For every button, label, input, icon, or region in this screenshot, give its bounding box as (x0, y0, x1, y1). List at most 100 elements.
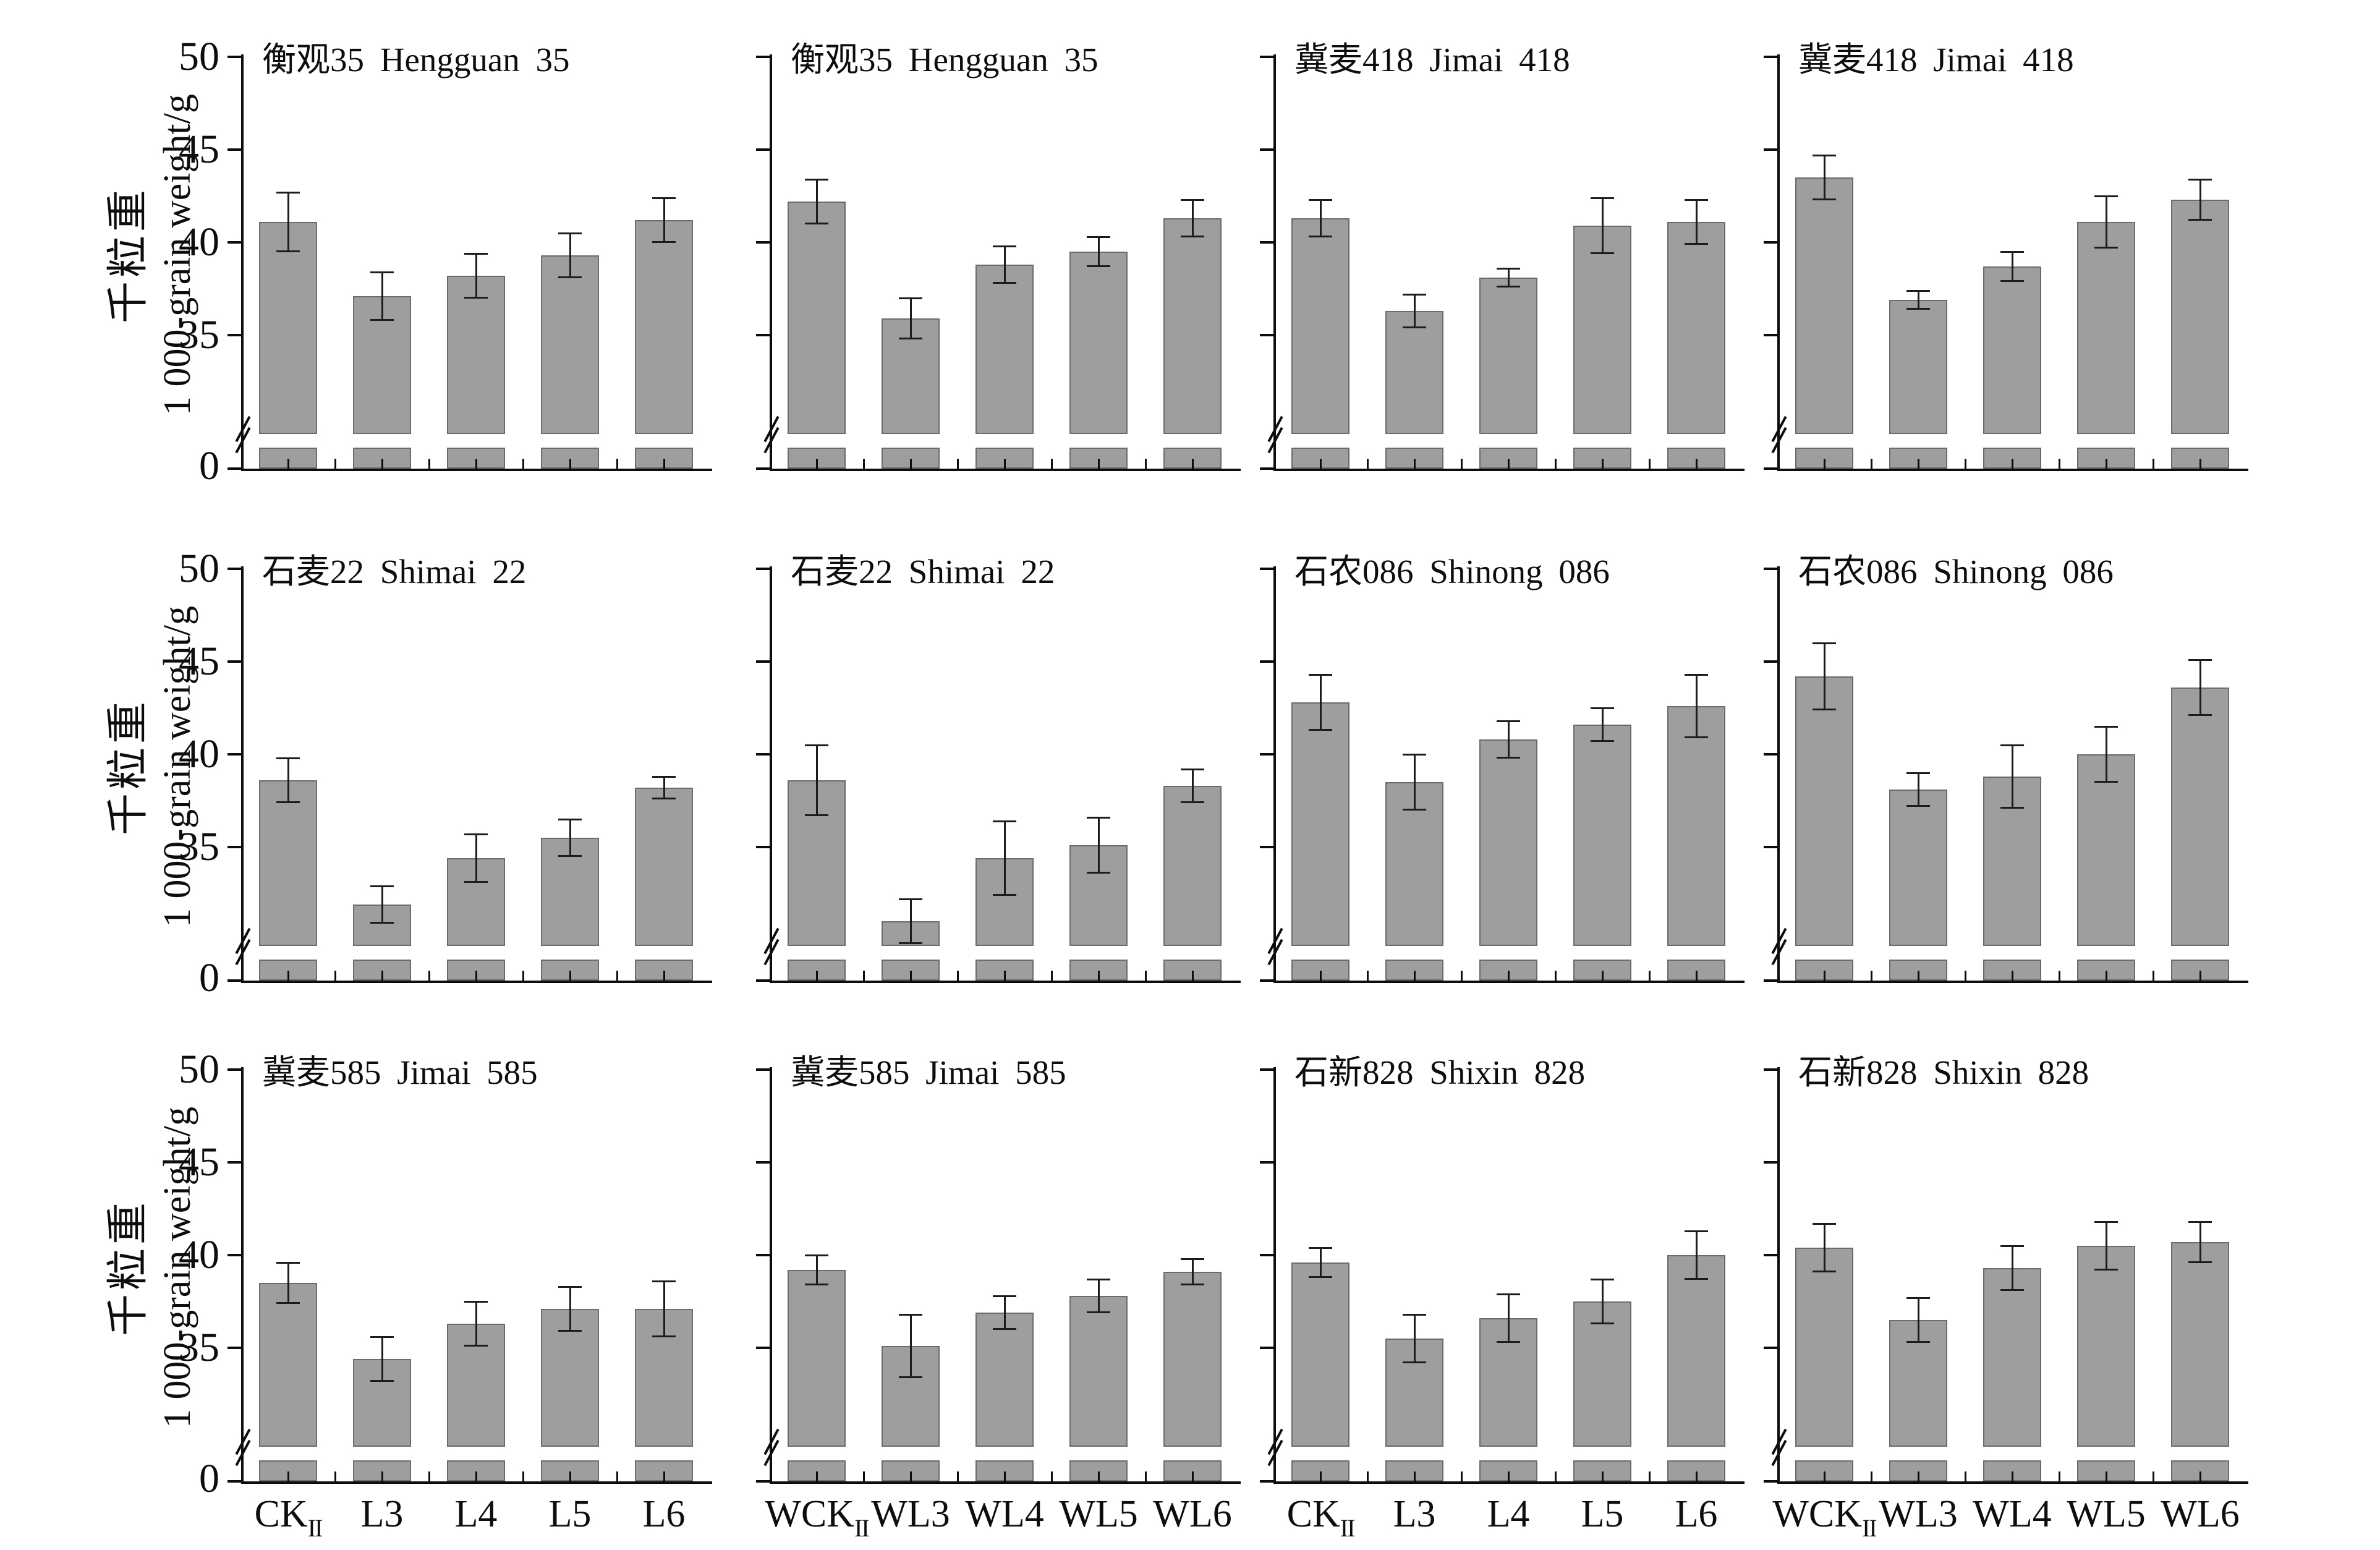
bar (1291, 702, 1349, 946)
error-bar-cap-bottom (2000, 1289, 2024, 1291)
x-minor-tick (1366, 1471, 1369, 1481)
error-bar-cap-top (558, 1286, 582, 1288)
error-bar-cap-top (1497, 1293, 1520, 1295)
y-tick-label: 50 (179, 1047, 219, 1092)
x-category-base: CK (1286, 1493, 1340, 1535)
y-tick-label: 0 (199, 955, 219, 1000)
error-bar-cap-top (1403, 294, 1426, 296)
x-category-base: L5 (548, 1493, 592, 1535)
x-minor-tick (1366, 971, 1369, 981)
x-category-label: CKII (220, 1493, 356, 1550)
bar (1795, 177, 1853, 434)
x-minor-tick (2199, 971, 2201, 981)
error-bar-cap-top (899, 297, 922, 299)
x-minor-tick (1695, 971, 1698, 981)
y-tick-label: 45 (179, 127, 219, 172)
x-minor-tick (287, 971, 289, 981)
error-bar-cap-bottom (2094, 247, 2118, 249)
error-bar (1413, 1314, 1416, 1363)
error-bar-cap-bottom (1309, 1276, 1332, 1278)
x-category-label: WL6 (2132, 1493, 2268, 1536)
error-bar-cap-bottom (1685, 243, 1708, 245)
x-category-label: L5 (1534, 1493, 1670, 1536)
y-tick (1260, 753, 1273, 756)
error-bar-cap-bottom (1685, 1278, 1708, 1280)
error-bar-cap-top (370, 271, 394, 273)
x-minor-tick (1003, 459, 1006, 469)
y-tick (1260, 1480, 1273, 1483)
y-tick (1260, 467, 1273, 470)
bar (1983, 1268, 2041, 1447)
y-tick (756, 241, 770, 244)
x-minor-tick (1507, 971, 1510, 981)
error-bar-cap-top (1906, 1297, 1930, 1299)
y-tick (1260, 979, 1273, 982)
error-bar-cap-bottom (1403, 809, 1426, 811)
error-bar-cap-bottom (1591, 252, 1614, 254)
error-bar-cap-bottom (993, 282, 1016, 284)
error-bar (1917, 291, 1919, 309)
error-bar-cap-top (1403, 1314, 1426, 1316)
x-minor-tick (815, 1471, 818, 1481)
x-axis (241, 1481, 712, 1484)
error-bar-cap-top (1813, 642, 1836, 644)
x-minor-tick (1870, 459, 1872, 469)
bar (1983, 266, 2041, 434)
bar-base-stub (788, 448, 846, 469)
x-minor-tick (1695, 1471, 1698, 1481)
x-minor-tick (287, 459, 289, 469)
x-category-label: L3 (314, 1493, 450, 1536)
error-bar (381, 272, 383, 320)
x-minor-tick (2058, 971, 2060, 981)
error-bar-cap-bottom (1497, 757, 1520, 759)
x-minor-tick (287, 1471, 289, 1481)
x-minor-tick (2152, 1471, 2154, 1481)
x-axis (770, 981, 1241, 983)
x-minor-tick (1366, 459, 1369, 469)
y-tick-label: 35 (179, 312, 219, 357)
error-bar-cap-top (805, 744, 828, 746)
error-bar (815, 179, 818, 224)
x-minor-tick (909, 1471, 912, 1481)
x-minor-tick (1917, 459, 1919, 469)
error-bar-cap-bottom (1403, 326, 1426, 328)
error-bar (1695, 200, 1698, 244)
bar (259, 780, 317, 946)
x-minor-tick (1191, 459, 1194, 469)
x-category-label: CKII (1252, 1493, 1388, 1550)
error-bar (2105, 1222, 2107, 1270)
error-bar-cap-bottom (276, 801, 300, 803)
y-tick (1764, 467, 1777, 470)
x-minor-tick (1601, 1471, 1604, 1481)
x-category-label: L4 (408, 1493, 544, 1536)
x-minor-tick (1964, 971, 1966, 981)
bar (1069, 845, 1128, 946)
x-axis (241, 469, 712, 471)
bar (788, 780, 846, 946)
x-minor-tick (1554, 971, 1557, 981)
y-tick (1764, 1068, 1777, 1071)
bar (788, 1270, 846, 1447)
x-category-label: L5 (502, 1493, 638, 1536)
error-bar-cap-top (1685, 199, 1708, 201)
y-tick-label: 0 (199, 443, 219, 488)
error-bar-cap-bottom (1906, 1341, 1930, 1343)
x-category-label: L6 (596, 1493, 732, 1536)
error-bar (1601, 198, 1604, 253)
y-tick (1764, 1254, 1777, 1256)
error-bar (1917, 1298, 1919, 1342)
error-bar (909, 1314, 912, 1378)
bar (1795, 1248, 1853, 1447)
error-bar-cap-bottom (558, 1330, 582, 1332)
x-minor-tick (1003, 1471, 1006, 1481)
bar (1163, 1272, 1222, 1447)
error-bar (1003, 821, 1006, 895)
error-bar (381, 1337, 383, 1381)
error-bar-cap-bottom (1181, 1284, 1204, 1285)
bar (541, 1309, 599, 1447)
y-tick (227, 1254, 241, 1256)
x-minor-tick (2105, 971, 2107, 981)
x-minor-tick (1191, 1471, 1194, 1481)
error-bar-cap-bottom (1087, 265, 1110, 267)
x-minor-tick (1144, 971, 1147, 981)
